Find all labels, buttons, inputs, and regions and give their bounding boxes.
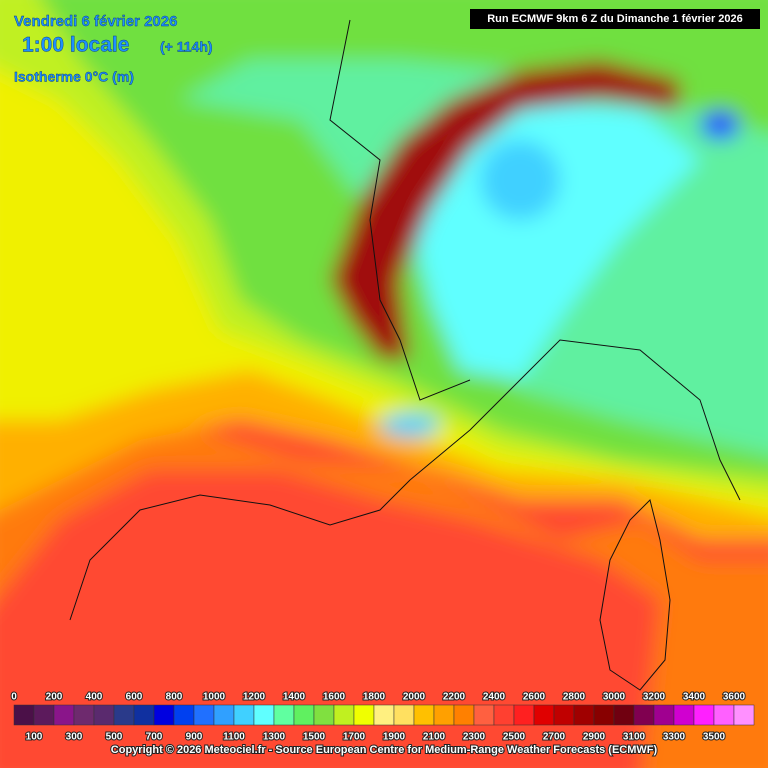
colorbar-label: 3400	[683, 692, 706, 703]
color-swatch	[233, 704, 255, 726]
colorbar-label: 600	[126, 692, 143, 703]
color-swatch	[633, 704, 655, 726]
date-label: Vendredi 6 février 2026	[14, 13, 177, 30]
colorbar-label: 3000	[603, 692, 626, 703]
title-block: Vendredi 6 février 2026 1:00 locale (+ 1…	[14, 13, 213, 85]
color-swatch	[573, 704, 595, 726]
colorbar-label: 400	[86, 692, 103, 703]
colorbar-label: 1700	[343, 732, 366, 743]
color-swatch	[213, 704, 235, 726]
color-swatch	[293, 704, 315, 726]
colorbar-label: 2300	[463, 732, 486, 743]
colorbar-label: 500	[106, 732, 123, 743]
colorbar-label: 300	[66, 732, 83, 743]
colorbar-label: 1800	[363, 692, 386, 703]
colorbar-label: 3200	[643, 692, 666, 703]
color-swatch	[393, 704, 415, 726]
colorbar-label: 1200	[243, 692, 266, 703]
color-swatch	[533, 704, 555, 726]
colorbar-label: 1900	[383, 732, 406, 743]
color-swatch	[733, 704, 755, 726]
run-box	[470, 9, 760, 29]
colorbar-label: 200	[46, 692, 63, 703]
colorbar-label: 2800	[563, 692, 586, 703]
colorbar-label: 2500	[503, 732, 526, 743]
colorbar-label: 2100	[423, 732, 446, 743]
color-swatch	[693, 704, 715, 726]
colorbar-label: 3500	[703, 732, 726, 743]
colorbar-label: 2700	[543, 732, 566, 743]
color-swatch	[133, 704, 155, 726]
colorbar-label: 800	[166, 692, 183, 703]
colorbar-label: 100	[26, 732, 43, 743]
color-swatch	[73, 704, 95, 726]
color-swatch	[713, 704, 735, 726]
color-swatch	[673, 704, 695, 726]
colorbar-label: 0	[11, 692, 17, 703]
color-swatch	[553, 704, 575, 726]
time-label: 1:00 locale	[22, 34, 129, 57]
colorbar-label: 700	[146, 732, 163, 743]
color-swatch	[613, 704, 635, 726]
color-swatch	[13, 704, 35, 726]
colorbar: 0 200 400 600 800 1000 1200 1400 1600 1800 2000 220…	[10, 691, 755, 744]
color-swatch	[473, 704, 495, 726]
color-swatch	[493, 704, 515, 726]
colorbar-label: 3300	[663, 732, 686, 743]
color-swatch	[513, 704, 535, 726]
colorbar-label: 1400	[283, 692, 306, 703]
colorbar-label: 2400	[483, 692, 506, 703]
colorbar-label: 2200	[443, 692, 466, 703]
color-swatch	[33, 704, 55, 726]
colorbar-label: 2000	[403, 692, 426, 703]
colorbar-label: 2900	[583, 732, 606, 743]
colorbar-label: 2600	[523, 692, 546, 703]
color-swatch	[413, 704, 435, 726]
color-swatch	[313, 704, 335, 726]
color-swatch	[193, 704, 215, 726]
colorbar-label: 3600	[723, 692, 746, 703]
color-swatch	[453, 704, 475, 726]
color-swatch	[373, 704, 395, 726]
color-swatch	[353, 704, 375, 726]
offset-label: (+ 114h)	[160, 39, 213, 55]
run-label: Run ECMWF 9km 6 Z du Dimanche 1 février …	[487, 13, 743, 25]
colorbar-label: 1300	[263, 732, 286, 743]
colorbar-label: 1500	[303, 732, 326, 743]
color-swatch	[53, 704, 75, 726]
color-swatch	[593, 704, 615, 726]
color-swatch	[93, 704, 115, 726]
colorbar-label: 3100	[623, 732, 646, 743]
colorbar-label: 1100	[223, 732, 245, 743]
field-label: Isotherme 0°C (m)	[14, 69, 134, 85]
color-swatch	[153, 704, 175, 726]
color-swatch	[253, 704, 275, 726]
colorbar-label: 1600	[323, 692, 346, 703]
color-swatch	[113, 704, 135, 726]
coastlines	[69, 19, 741, 691]
colorbar-label: 1000	[203, 692, 226, 703]
color-swatch	[173, 704, 195, 726]
colorbar-label: 900	[186, 732, 203, 743]
color-swatch	[433, 704, 455, 726]
color-swatch	[653, 704, 675, 726]
copyright: Copyright © 2026 Meteociel.fr - Source E…	[111, 744, 658, 756]
color-swatch	[273, 704, 295, 726]
color-swatch	[333, 704, 355, 726]
